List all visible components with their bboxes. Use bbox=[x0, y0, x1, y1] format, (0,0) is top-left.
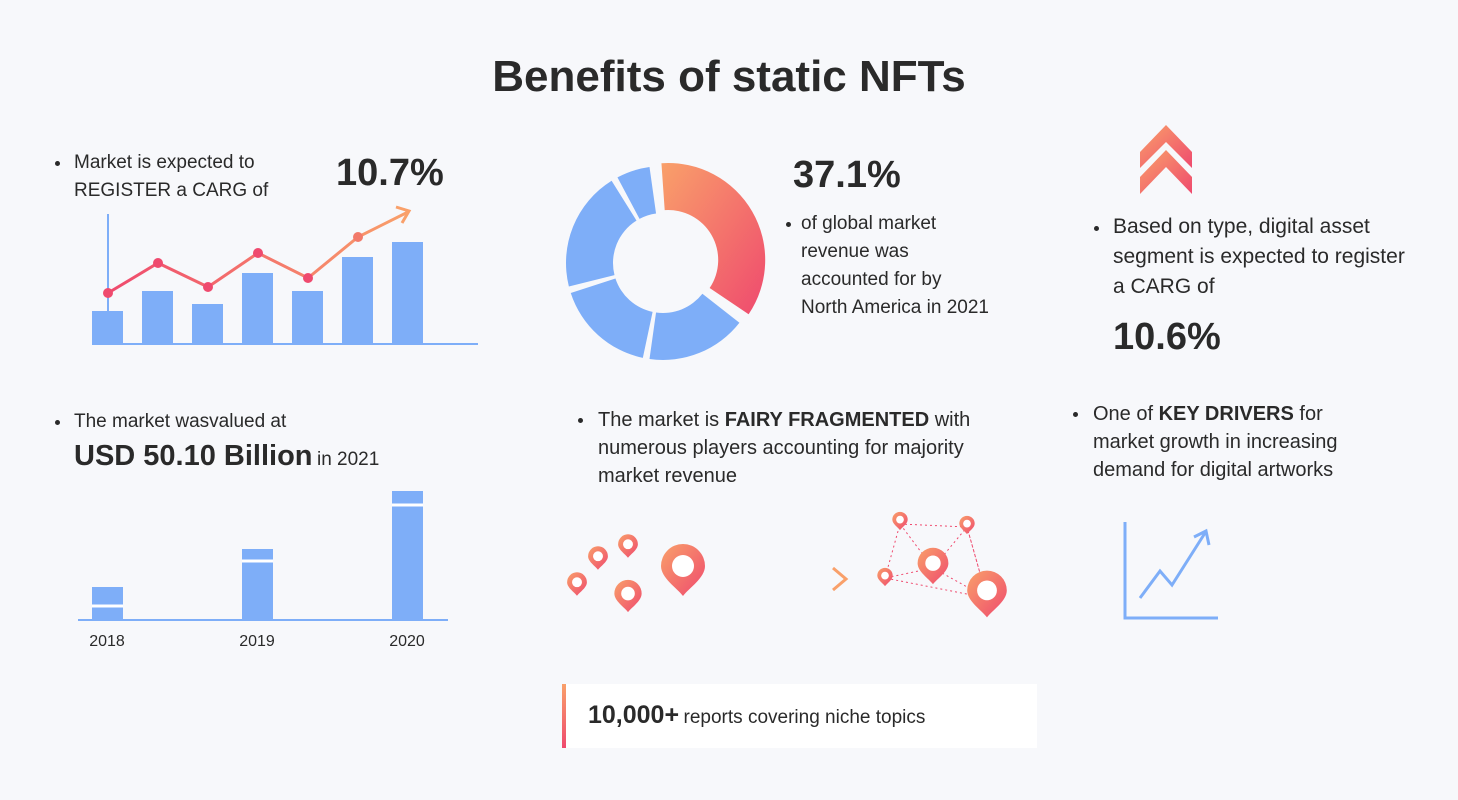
footer-number: 10,000+ bbox=[588, 701, 680, 729]
year-bars-icon bbox=[78, 491, 448, 621]
trend-icon bbox=[1123, 522, 1218, 620]
location-pins-icon bbox=[567, 511, 1007, 618]
pin bbox=[892, 511, 908, 531]
donut-segment bbox=[570, 278, 653, 358]
pin bbox=[877, 567, 893, 587]
text: The market is bbox=[598, 409, 720, 431]
stat-suffix: in 2021 bbox=[316, 449, 380, 470]
stat-text: Market is expected to REGISTER a CARG of bbox=[74, 152, 269, 201]
growth-chart-icon bbox=[92, 205, 478, 345]
stat-value: 10.6% bbox=[1113, 316, 1221, 358]
bullet bbox=[55, 161, 60, 166]
pin-hole bbox=[881, 571, 889, 580]
donut-segment bbox=[617, 166, 657, 219]
stat-text: Based on type, digital asset segment is … bbox=[1113, 215, 1405, 298]
year-label: 2019 bbox=[239, 633, 275, 650]
emphasis: FAIRY FRAGMENTED bbox=[724, 409, 930, 431]
pin-hole bbox=[672, 555, 694, 577]
pin-hole bbox=[572, 577, 582, 588]
pin bbox=[917, 547, 949, 585]
bullet bbox=[1094, 226, 1099, 231]
accent-bar bbox=[562, 684, 566, 748]
emphasis: KEY DRIVERS bbox=[1158, 403, 1294, 425]
pin-hole bbox=[623, 539, 633, 550]
year-label: 2020 bbox=[389, 633, 425, 650]
pin bbox=[567, 572, 587, 596]
footer-text: reports covering niche topics bbox=[683, 707, 926, 728]
pin bbox=[614, 579, 642, 613]
pin-hole bbox=[925, 555, 941, 571]
bullet bbox=[578, 418, 583, 423]
stat-line: USD 50.10 Billion in 2021 bbox=[74, 440, 379, 473]
stat-text: The market is FAIRY FRAGMENTED with nume… bbox=[598, 406, 978, 490]
stat-value: 37.1% bbox=[793, 154, 901, 196]
text: with numerous players accounting for maj… bbox=[598, 409, 971, 487]
pin bbox=[661, 544, 705, 596]
bullet bbox=[1073, 412, 1078, 417]
pin-hole bbox=[963, 519, 971, 528]
stat-text: of global market revenue was accounted f… bbox=[801, 213, 989, 318]
pin bbox=[588, 546, 608, 570]
year-label: 2018 bbox=[89, 633, 125, 650]
donut-icon bbox=[565, 162, 766, 360]
text: One of bbox=[1093, 403, 1154, 425]
text: for market growth in increasing demand f… bbox=[1093, 403, 1338, 481]
pin-hole bbox=[977, 580, 997, 601]
stat-text: One of KEY DRIVERS for market growth in … bbox=[1093, 400, 1358, 484]
footer-box: 10,000+ reports covering niche topics bbox=[562, 684, 1037, 748]
pin bbox=[959, 515, 975, 535]
bullet bbox=[786, 222, 791, 227]
donut-segment bbox=[649, 293, 740, 360]
pin-hole bbox=[593, 551, 603, 562]
pin-hole bbox=[621, 586, 635, 601]
stat-value: 10.7% bbox=[336, 152, 444, 194]
donut-segment bbox=[565, 180, 637, 287]
donut-segment bbox=[661, 162, 766, 315]
chevron-icon bbox=[1140, 125, 1192, 194]
footer-line: 10,000+ reports covering niche topics bbox=[588, 701, 925, 730]
stat-text: The market wasvalued at bbox=[74, 411, 287, 432]
pin bbox=[967, 570, 1007, 618]
pin-hole bbox=[896, 515, 904, 524]
pin bbox=[618, 534, 638, 558]
stat-value: USD 50.10 Billion bbox=[74, 440, 313, 472]
title: Benefits of static NFTs bbox=[492, 52, 966, 101]
bullet bbox=[55, 420, 60, 425]
